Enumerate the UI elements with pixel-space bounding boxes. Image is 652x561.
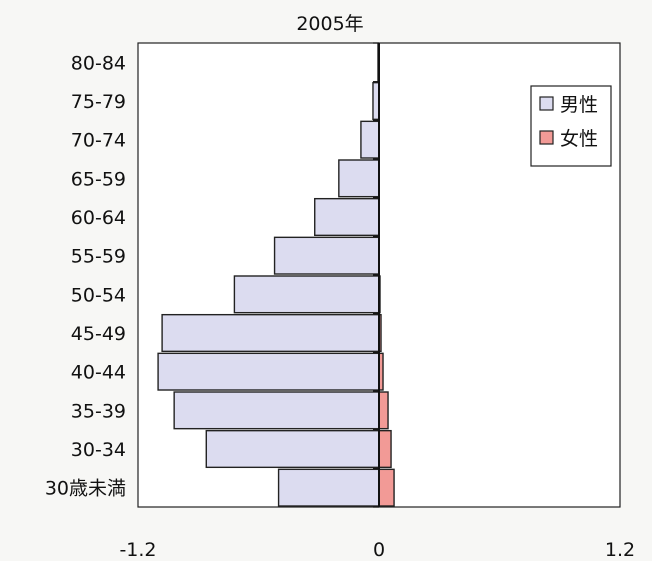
bars-group bbox=[157, 43, 395, 507]
category-label: 50-54 bbox=[71, 284, 126, 306]
category-label: 65-59 bbox=[71, 168, 126, 190]
x-tick-label: 0 bbox=[373, 539, 385, 561]
legend-swatch bbox=[539, 130, 554, 145]
bar-male-8 bbox=[338, 159, 380, 198]
legend-label: 女性 bbox=[560, 128, 598, 150]
bar-male-1 bbox=[205, 429, 380, 469]
category-label: 45-49 bbox=[71, 323, 126, 345]
bar-male-5 bbox=[233, 275, 380, 314]
bar-male-6 bbox=[273, 236, 380, 275]
bar-male-3 bbox=[157, 352, 380, 391]
category-label: 80-84 bbox=[71, 52, 126, 74]
category-label: 75-79 bbox=[71, 91, 126, 113]
legend-label: 男性 bbox=[560, 94, 598, 116]
bar-male-2 bbox=[173, 391, 380, 430]
bar-male-7 bbox=[314, 197, 380, 237]
category-label: 30-34 bbox=[71, 439, 126, 461]
bar-female-2 bbox=[378, 391, 389, 430]
bar-female-1 bbox=[378, 429, 392, 469]
x-tick-label: 1.2 bbox=[605, 539, 635, 561]
bar-male-9 bbox=[360, 120, 380, 159]
category-label: 30歳未満 bbox=[45, 478, 126, 500]
legend-swatch bbox=[539, 96, 554, 111]
chart-title: 2005年 bbox=[296, 13, 363, 35]
category-label: 60-64 bbox=[71, 207, 126, 229]
category-label: 70-74 bbox=[71, 130, 126, 152]
bar-male-0 bbox=[277, 468, 380, 507]
category-label: 35-39 bbox=[71, 400, 126, 422]
x-tick-label: -1.2 bbox=[119, 539, 156, 561]
bar-male-4 bbox=[161, 313, 380, 353]
bar-female-0 bbox=[378, 468, 395, 507]
category-label: 55-59 bbox=[71, 246, 126, 268]
category-label: 40-44 bbox=[71, 362, 126, 384]
